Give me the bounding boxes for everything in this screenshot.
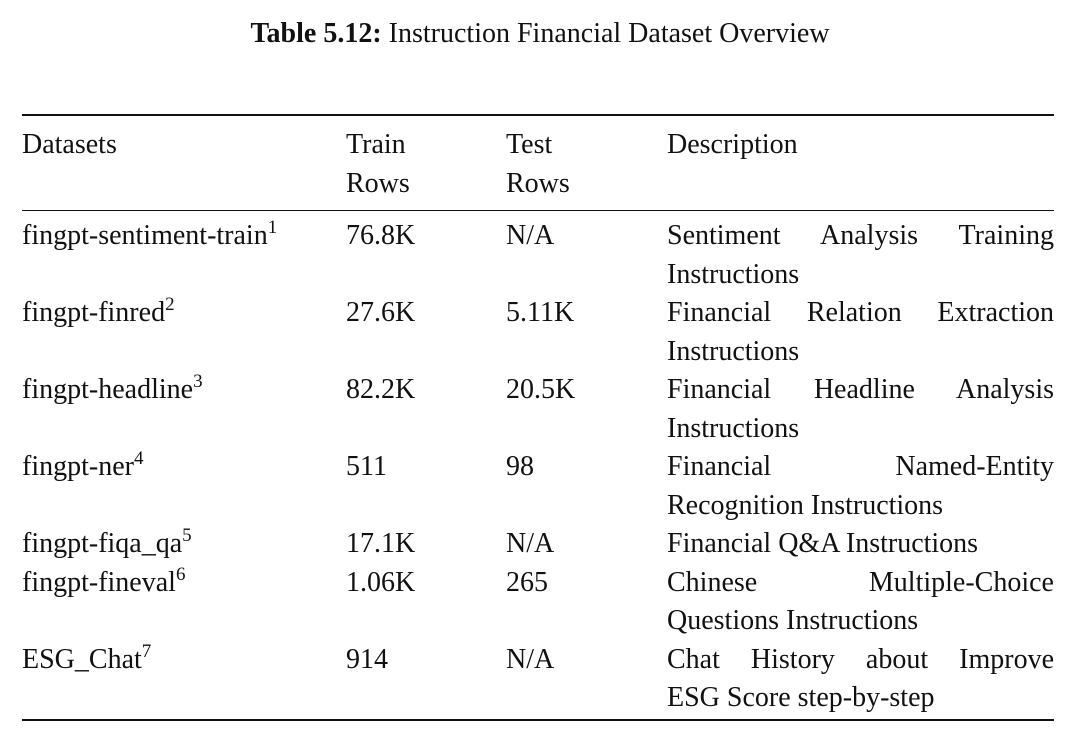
footnote-marker: 4 xyxy=(133,448,144,469)
dataset-name: ESG_Chat7 xyxy=(22,640,152,675)
dataset-name: fingpt-sentiment-train1 xyxy=(22,217,278,251)
footnote-marker: 5 xyxy=(182,525,192,546)
dataset-table: Datasets Train Rows Test Rows Description … xyxy=(22,114,1054,721)
dataset-description: Chat History about Improve ESG Score step… xyxy=(667,643,1054,714)
dataset-name: fingpt-fineval6 xyxy=(22,563,186,598)
table-header: Datasets Train Rows Test Rows Description xyxy=(22,116,1054,210)
dataset-description: Financial Headline Analysis Instructions xyxy=(667,374,1054,444)
footnote-marker: 6 xyxy=(175,563,186,585)
footnote-marker: 2 xyxy=(165,294,175,315)
train-rows: 914 xyxy=(346,643,388,675)
test-rows: 265 xyxy=(506,566,548,598)
table-row: ESG_Chat7 914 N/A Chat History about Imp… xyxy=(22,641,1054,719)
table-top-rule xyxy=(22,114,1054,116)
footnote-marker: 1 xyxy=(267,217,278,238)
test-rows: 20.5K xyxy=(506,374,576,405)
train-rows: 82.2K xyxy=(346,374,416,405)
test-rows: N/A xyxy=(506,528,555,559)
test-rows: N/A xyxy=(506,220,555,251)
caption-label: Table 5.12: xyxy=(250,18,382,49)
header-datasets: Datasets xyxy=(22,129,117,160)
header-train-rows: Train Rows xyxy=(346,129,410,199)
table-row: fingpt-finred2 27.6K 5.11K Financial Rel… xyxy=(22,294,1054,371)
dataset-description: Chinese Multiple-Choice Questions Instruc… xyxy=(667,566,1054,637)
header-test-rows: Test Rows xyxy=(506,129,570,199)
dataset-name: fingpt-ner4 xyxy=(22,448,144,482)
train-rows: 17.1K xyxy=(346,528,416,559)
test-rows: 5.11K xyxy=(506,297,575,328)
table-mid-rule xyxy=(22,210,1054,211)
test-rows: N/A xyxy=(506,643,555,675)
table-caption: Table 5.12: Instruction Financial Datase… xyxy=(0,14,1080,54)
train-rows: 511 xyxy=(346,451,387,482)
header-description: Description xyxy=(667,129,798,160)
dataset-name: fingpt-headline3 xyxy=(22,371,203,405)
dataset-description: Financial Named-Entity Recognition Instru… xyxy=(667,451,1054,521)
footnote-marker: 3 xyxy=(193,371,203,392)
table-row: fingpt-ner4 511 98 Financial Named-Entit… xyxy=(22,448,1054,525)
header-row: Datasets Train Rows Test Rows Description xyxy=(22,116,1054,210)
table-bottom-rule xyxy=(22,718,1054,721)
table-row: fingpt-fiqa_qa5 17.1K N/A Financial Q&A … xyxy=(22,525,1054,564)
dataset-description: Financial Q&A Instructions xyxy=(667,528,979,559)
train-rows: 76.8K xyxy=(346,220,416,251)
table-row: fingpt-headline3 82.2K 20.5K Financial H… xyxy=(22,371,1054,448)
train-rows: 1.06K xyxy=(346,566,416,598)
table-row: fingpt-sentiment-train1 76.8K N/A Sentim… xyxy=(22,211,1054,294)
dataset-name: fingpt-finred2 xyxy=(22,294,175,328)
test-rows: 98 xyxy=(506,451,534,482)
train-rows: 27.6K xyxy=(346,297,416,328)
caption-text: Instruction Financial Dataset Overview xyxy=(381,18,830,49)
table-body: fingpt-sentiment-train1 76.8K N/A Sentim… xyxy=(22,211,1054,719)
dataset-name: fingpt-fiqa_qa5 xyxy=(22,525,192,559)
dataset-description: Sentiment Analysis Training Instructions xyxy=(667,220,1054,290)
footnote-marker: 7 xyxy=(141,640,152,662)
dataset-description: Financial Relation Extraction Instruction… xyxy=(667,297,1054,367)
table-row: fingpt-fineval6 1.06K 265 Chinese Multip… xyxy=(22,564,1054,641)
